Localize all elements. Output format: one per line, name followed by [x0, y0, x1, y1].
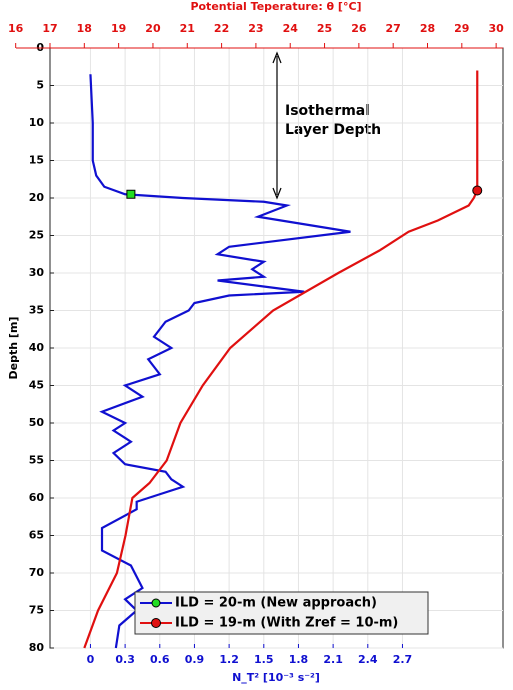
legend-marker	[151, 598, 161, 608]
x2-tick-label: 16	[8, 22, 24, 35]
y-tick-label: 15	[29, 154, 44, 167]
y-tick-label: 25	[29, 229, 44, 242]
x2-tick-label: 30	[488, 22, 504, 35]
legend-label: ILD = 19-m (With Zref = 10-m)	[175, 616, 398, 631]
x2-tick-label: 26	[351, 22, 367, 35]
annotation: Isothermal	[285, 103, 370, 119]
x-tick-label: 2.4	[358, 653, 378, 666]
x-tick-label: 0.3	[115, 653, 135, 666]
x-tick-label: 1.8	[289, 653, 309, 666]
x2-tick-label: 28	[420, 22, 435, 35]
bottom-axis-label: N_T² [10⁻³ s⁻²]	[232, 671, 320, 684]
y-axis-label: Depth [m]	[7, 317, 20, 380]
y-tick-label: 55	[29, 454, 44, 467]
y-tick-label: 70	[29, 566, 45, 579]
ild-marker	[472, 185, 483, 196]
y-tick-label: 45	[29, 379, 44, 392]
x-tick-label: 0	[87, 653, 95, 666]
y-tick-label: 60	[29, 491, 45, 504]
x2-tick-label: 22	[214, 22, 229, 35]
x2-tick-label: 27	[386, 22, 401, 35]
x-tick-label: 0.6	[150, 653, 170, 666]
arrow	[272, 51, 282, 200]
y-tick-label: 50	[29, 416, 45, 429]
x2-tick-label: 20	[145, 22, 161, 35]
y-tick-label: 20	[29, 191, 45, 204]
x-tick-label: 2.7	[393, 653, 413, 666]
x2-tick-label: 29	[454, 22, 469, 35]
x2-tick-label: 23	[248, 22, 263, 35]
data-line	[83, 70, 479, 649]
ild-marker	[126, 189, 136, 199]
x2-tick-label: 25	[317, 22, 332, 35]
x-tick-label: 1.5	[254, 653, 274, 666]
x-tick-label: 1.2	[219, 653, 239, 666]
x2-tick-label: 21	[180, 22, 195, 35]
y-tick-label: 80	[29, 641, 45, 654]
y-tick-label: 10	[29, 116, 45, 129]
x2-tick-label: 24	[283, 22, 299, 35]
y-tick-label: 65	[29, 529, 44, 542]
x-tick-label: 0.9	[185, 653, 205, 666]
legend-label: ILD = 20-m (New approach)	[175, 596, 377, 611]
legend: ILD = 20-m (New approach) ILD = 19-m (Wit…	[134, 591, 429, 635]
y-tick-label: 5	[36, 79, 44, 92]
x2-tick-label: 17	[42, 22, 57, 35]
y-tick-label: 40	[29, 341, 45, 354]
x2-tick-label: 19	[111, 22, 126, 35]
data-line	[89, 74, 351, 649]
y-tick-label: 30	[29, 266, 45, 279]
x-tick-label: 2.1	[323, 653, 343, 666]
y-tick-label: 35	[29, 304, 44, 317]
y-tick-label: 75	[29, 604, 44, 617]
x2-tick-label: 18	[77, 22, 92, 35]
legend-box	[134, 591, 429, 635]
top-axis-label: Potential Teperature: θ [°C]	[190, 0, 361, 13]
legend-marker	[151, 618, 161, 628]
